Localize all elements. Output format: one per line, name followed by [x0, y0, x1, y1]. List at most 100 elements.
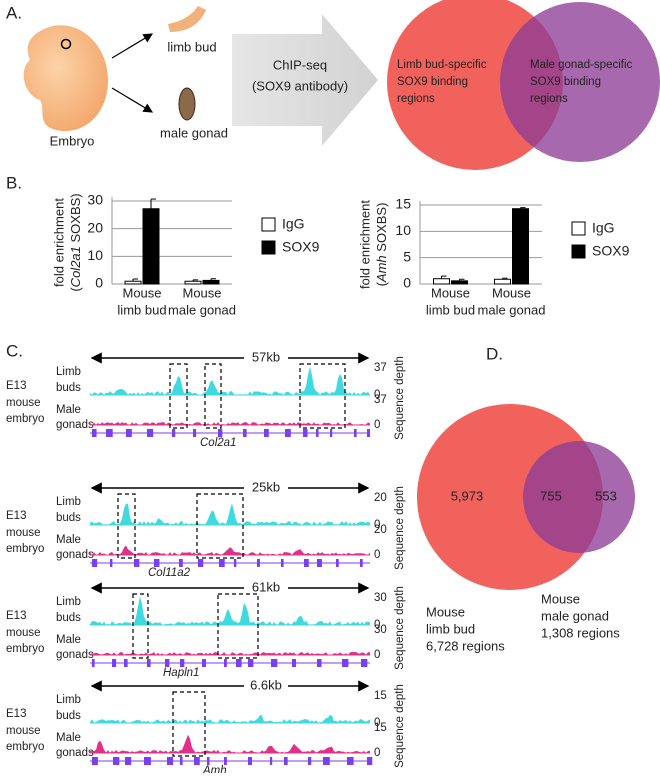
bar [202, 279, 220, 285]
exon [304, 559, 309, 567]
depth-label: 0 [374, 419, 380, 431]
track-label: Limb [56, 694, 81, 706]
venn-circle [523, 441, 635, 553]
track-label: buds [56, 710, 81, 722]
exon [271, 659, 278, 667]
signal-track [90, 503, 370, 525]
bar [494, 278, 511, 285]
method-label: ChIP-seq [273, 57, 327, 72]
depth-label: 30 [374, 624, 387, 636]
venn-count: 755 [540, 488, 562, 503]
depth-label: 0 [374, 747, 380, 759]
depth-label: 37 [374, 362, 387, 374]
exon [113, 757, 120, 765]
y-axis-label: fold enrichment [51, 198, 66, 287]
track-label: Limb [56, 596, 81, 608]
track-label: gonads [56, 649, 94, 661]
set-label: Mouse [426, 604, 465, 619]
exon [144, 757, 151, 765]
scale-label: 6.6kb [250, 677, 282, 692]
panel-label: B. [6, 173, 22, 192]
highlight-box [117, 493, 136, 559]
x-tick-label: male gonad [168, 302, 236, 317]
exon [172, 429, 176, 437]
exon [367, 757, 373, 765]
venn-label: Limb bud-specific [397, 59, 487, 71]
scale-label-bg [244, 678, 288, 694]
y-axis-label: (Col2a1 SOXBS) [68, 193, 83, 291]
exon [193, 429, 197, 437]
y-axis-label-part: Col2a1 [68, 246, 83, 287]
depth-axis-label: Sequence depth [394, 356, 406, 440]
y-axis-label-part: ( [374, 281, 389, 286]
depth-label: 0 [374, 549, 380, 561]
legend-label: SOX9 [282, 239, 320, 255]
exon [303, 429, 308, 437]
exon [224, 757, 227, 765]
exon [248, 659, 254, 667]
highlight-box [299, 363, 346, 429]
exon [224, 659, 227, 667]
track-label: Limb [56, 366, 81, 378]
x-tick-label: male gonad [478, 302, 546, 317]
exon [147, 429, 154, 437]
arrow [111, 33, 154, 59]
exon [179, 559, 183, 567]
row-label: E13 [6, 510, 26, 522]
row-label: embryo [6, 413, 44, 425]
track-label: gonads [56, 419, 94, 431]
exon [126, 429, 132, 437]
exon [92, 659, 95, 667]
track-label: Male [56, 634, 81, 646]
track-label: Male [56, 732, 81, 744]
venn-count: 553 [595, 488, 617, 503]
panel-label: A. [6, 3, 22, 22]
venn-circle [500, 2, 660, 162]
track-label: gonads [56, 747, 94, 759]
scale-label-bg [244, 480, 288, 496]
depth-axis-label: Sequence depth [394, 586, 406, 670]
bar [512, 208, 529, 285]
exon [234, 559, 237, 567]
panel-label: C. [6, 341, 23, 360]
track-label: buds [56, 382, 81, 394]
exon [308, 757, 312, 765]
exon [248, 757, 252, 765]
y-axis-label-part: Amh [374, 255, 389, 283]
depth-axis-label: Sequence depth [394, 684, 406, 768]
y-axis-label-part: SOXBS) [374, 203, 389, 256]
x-tick-label: Mouse [182, 285, 221, 300]
depth-label: 0 [374, 519, 380, 531]
signal-track [90, 714, 370, 723]
depth-label: 0 [374, 649, 380, 661]
scale-label-bg [244, 350, 288, 366]
scale-label: 57kb [252, 349, 280, 364]
signal-track [90, 734, 370, 753]
embryo-label: Embryo [50, 133, 95, 148]
depth-label: 30 [374, 592, 387, 604]
arrow [111, 87, 154, 113]
track-label: gonads [56, 549, 94, 561]
y-tick-label: 30 [87, 192, 103, 208]
y-tick-label: 0 [403, 275, 411, 291]
scale-label: 61kb [252, 579, 280, 594]
limb-bud-label: limb bud [167, 39, 216, 54]
exon [243, 429, 247, 437]
row-label: mouse [6, 725, 41, 737]
exon [194, 757, 200, 765]
exon [207, 757, 210, 765]
track-label: Limb [56, 496, 81, 508]
y-tick-label: 20 [87, 219, 103, 235]
exon [236, 659, 242, 667]
exon [354, 429, 357, 437]
exon [336, 559, 339, 567]
panel-label: D. [486, 344, 503, 363]
exon [106, 429, 113, 437]
gene-name: Hapln1 [163, 667, 199, 679]
venn-label: SOX9 binding [397, 76, 468, 88]
legend-label: SOX9 [592, 243, 630, 259]
y-axis-label-part: ( [68, 287, 83, 292]
highlight-box [204, 363, 222, 429]
exon [125, 757, 132, 765]
row-label: embryo [6, 741, 44, 753]
